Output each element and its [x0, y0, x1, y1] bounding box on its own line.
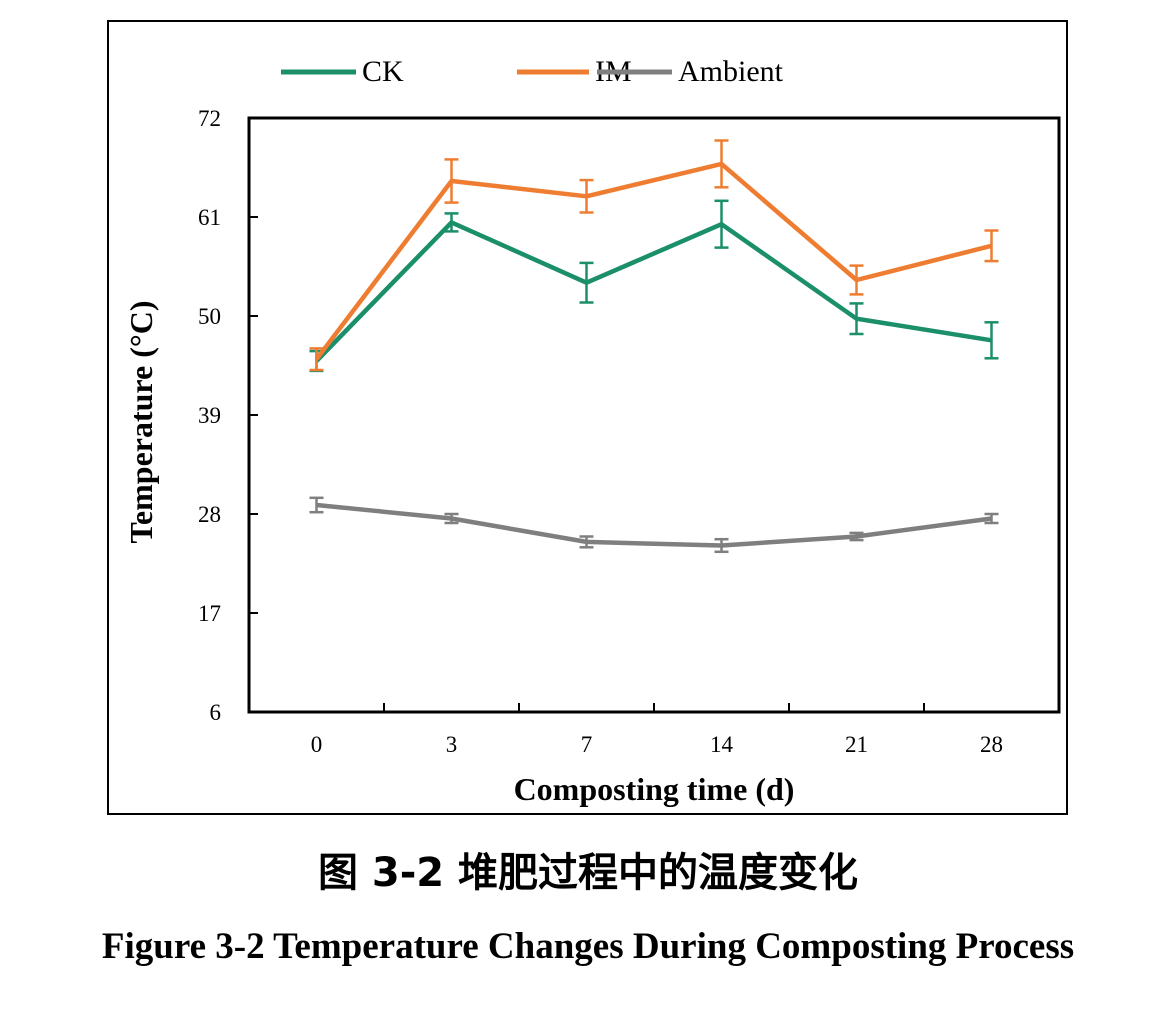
x-tick-label: 21: [845, 732, 868, 757]
x-tick-label: 0: [311, 732, 323, 757]
series-line: [314, 220, 992, 363]
figure-caption-english: Figure 3-2 Temperature Changes During Co…: [101, 926, 1075, 967]
x-axis-label: Composting time (d): [514, 771, 795, 807]
x-axis-ticks: 0 3 7 14 21 28: [311, 703, 1003, 757]
legend-label: Ambient: [678, 55, 784, 88]
legend-item-ambient: Ambient: [597, 55, 784, 88]
series-line: [316, 502, 992, 548]
y-tick-label: 50: [198, 304, 221, 329]
plot-area: [247, 116, 1061, 714]
legend-item-ck: CK: [281, 55, 404, 88]
x-tick-label: 14: [710, 732, 734, 757]
y-tick-label: 61: [198, 205, 221, 230]
y-tick-label: 39: [198, 403, 221, 428]
figure-caption-chinese: 图 3-2 堆肥过程中的温度变化: [317, 850, 859, 896]
x-tick-label: 3: [446, 732, 458, 757]
series-line: [314, 161, 993, 361]
x-tick-label: 7: [581, 732, 593, 757]
legend-label: CK: [362, 55, 404, 88]
legend: CK IM Ambient: [281, 55, 784, 88]
series-layer: [309, 139, 999, 554]
x-tick-label: 28: [980, 732, 1003, 757]
y-tick-label: 72: [198, 106, 221, 131]
series-ambient: [309, 496, 999, 554]
series-ck: [309, 199, 999, 373]
y-tick-label: 28: [198, 502, 221, 527]
temperature-line-chart: CK IM Ambient 6 17 28 39 50 61 72 0 3 7 14 21 28 Temp…: [123, 55, 1061, 807]
y-axis-label: Temperature (°C): [123, 301, 159, 544]
y-tick-label: 6: [210, 700, 222, 725]
series-im: [309, 139, 999, 372]
y-tick-label: 17: [198, 601, 221, 626]
y-axis-ticks: 6 17 28 39 50 61 72: [198, 106, 258, 725]
chart-frame: CK IM Ambient 6 17 28 39 50 61 72 0 3 7 14 21 28 Temp…: [107, 20, 1068, 815]
